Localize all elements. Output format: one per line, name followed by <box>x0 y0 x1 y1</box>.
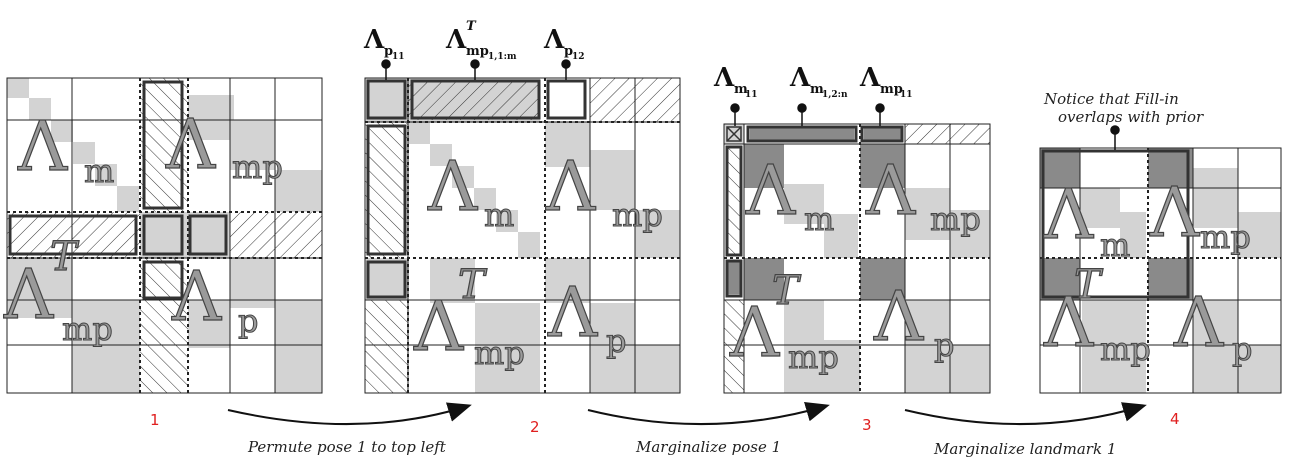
lambda-mp-transpose-label: Λ <box>1043 284 1094 363</box>
note-line-1: Notice that Fill-in <box>1043 90 1179 108</box>
step-number-3: 3 <box>862 416 872 434</box>
mp-subscript: mp <box>474 334 525 372</box>
mp-subscript: mp <box>62 310 113 348</box>
lambda-mp-transpose-label: Λ <box>3 256 54 335</box>
lambda-m-label: Λ <box>427 148 478 227</box>
lambda-p-label: Λ <box>873 278 924 357</box>
note-line-2: overlaps with prior <box>1058 108 1204 126</box>
lambda-p-label: Λ <box>547 274 598 353</box>
step-number-4: 4 <box>1170 410 1180 428</box>
transpose-label: T <box>50 234 80 280</box>
lambda-m-label: Λ <box>745 152 796 231</box>
m-subscript: m <box>84 152 114 190</box>
mp-subscript: mp <box>930 200 981 238</box>
step-number-1: 1 <box>150 411 160 429</box>
svg-text:11: 11 <box>745 90 758 100</box>
p-subscript: p <box>1232 330 1252 368</box>
fill-in-box <box>1041 149 1190 299</box>
svg-text:p: p <box>384 44 393 59</box>
svg-text:mp: mp <box>466 44 489 59</box>
svg-text:Λ: Λ <box>789 63 811 93</box>
lambda-m-label: Λ <box>1043 176 1094 255</box>
caption-step-3: Marginalize landmark 1 <box>933 440 1116 458</box>
label-lambda-m11: Λ m 11 <box>713 63 758 100</box>
mp-subscript: mp <box>1200 218 1251 256</box>
arrow-step-1-to-2 <box>227 402 472 425</box>
svg-text:p: p <box>564 44 573 59</box>
mp-subscript: mp <box>1100 330 1151 368</box>
svg-text:Λ: Λ <box>445 25 467 55</box>
label-lambda-mp11: Λ mp 11 <box>859 63 913 100</box>
m-subscript: m <box>804 200 834 238</box>
svg-text:1,1:m: 1,1:m <box>488 52 517 62</box>
step-number-2: 2 <box>530 418 540 436</box>
arrow-step-2-to-3 <box>587 402 830 425</box>
mp-subscript: mp <box>232 148 283 186</box>
svg-text:12: 12 <box>572 52 585 62</box>
svg-text:m: m <box>734 82 748 97</box>
svg-text:T: T <box>466 19 477 34</box>
transpose-label: T <box>1074 262 1104 308</box>
label-lambda-mp-transpose: Λ T mp 1,1:m <box>445 19 517 62</box>
svg-text:m: m <box>810 82 824 97</box>
lambda-m-label: Λ <box>17 108 68 187</box>
label-lambda-m-1-2n: Λ m 1,2:n <box>789 63 848 100</box>
label-lambda-p11: Λ p 11 <box>363 25 405 62</box>
svg-text:Λ: Λ <box>363 25 385 55</box>
m-subscript: m <box>1100 226 1130 264</box>
lambda-p-label: Λ <box>1173 284 1224 363</box>
arrow-step-3-to-4 <box>904 402 1147 425</box>
matrix-panel-1: Λ m Λ mp T Λ mp Λ p <box>2 77 323 394</box>
svg-text:Λ: Λ <box>543 25 565 55</box>
lambda-mp-label: Λ <box>865 152 916 231</box>
svg-text:Λ: Λ <box>713 63 735 93</box>
svg-text:11: 11 <box>392 52 405 62</box>
matrix-panel-3: Λ m Λ mp T Λ mp Λ p Λ m 11 Λ m 1,2:n Λ m… <box>713 63 991 394</box>
svg-text:Λ: Λ <box>859 63 881 93</box>
svg-text:11: 11 <box>900 90 913 100</box>
lambda-p-label: Λ <box>171 258 222 337</box>
transpose-label: T <box>458 262 488 308</box>
caption-step-2: Marginalize pose 1 <box>635 438 781 456</box>
m-subscript: m <box>484 196 514 234</box>
label-lambda-p12: Λ p 12 <box>543 25 585 62</box>
mp-subscript: mp <box>788 338 839 376</box>
lambda-mp-label: Λ <box>1149 174 1200 253</box>
lambda-mp-label: Λ <box>545 148 596 227</box>
svg-text:mp: mp <box>880 82 903 97</box>
mp-subscript: mp <box>612 196 663 234</box>
p-subscript: p <box>934 326 954 364</box>
lambda-mp-transpose-label: Λ <box>729 294 780 373</box>
p-subscript: p <box>606 322 626 360</box>
svg-text:1,2:n: 1,2:n <box>822 90 848 100</box>
transpose-label: T <box>772 268 802 314</box>
lambda-mp-transpose-label: Λ <box>413 288 464 367</box>
lambda-mp-label: Λ <box>165 106 216 185</box>
matrix-panel-4: Λ m Λ mp T Λ mp Λ p Notice that Fill-in … <box>1039 90 1282 394</box>
caption-step-1: Permute pose 1 to top left <box>247 438 447 456</box>
p-subscript: p <box>238 302 258 340</box>
matrix-panel-2: Λ m Λ mp T Λ mp Λ p Λ p 11 Λ T mp 1,1:m … <box>363 19 681 394</box>
